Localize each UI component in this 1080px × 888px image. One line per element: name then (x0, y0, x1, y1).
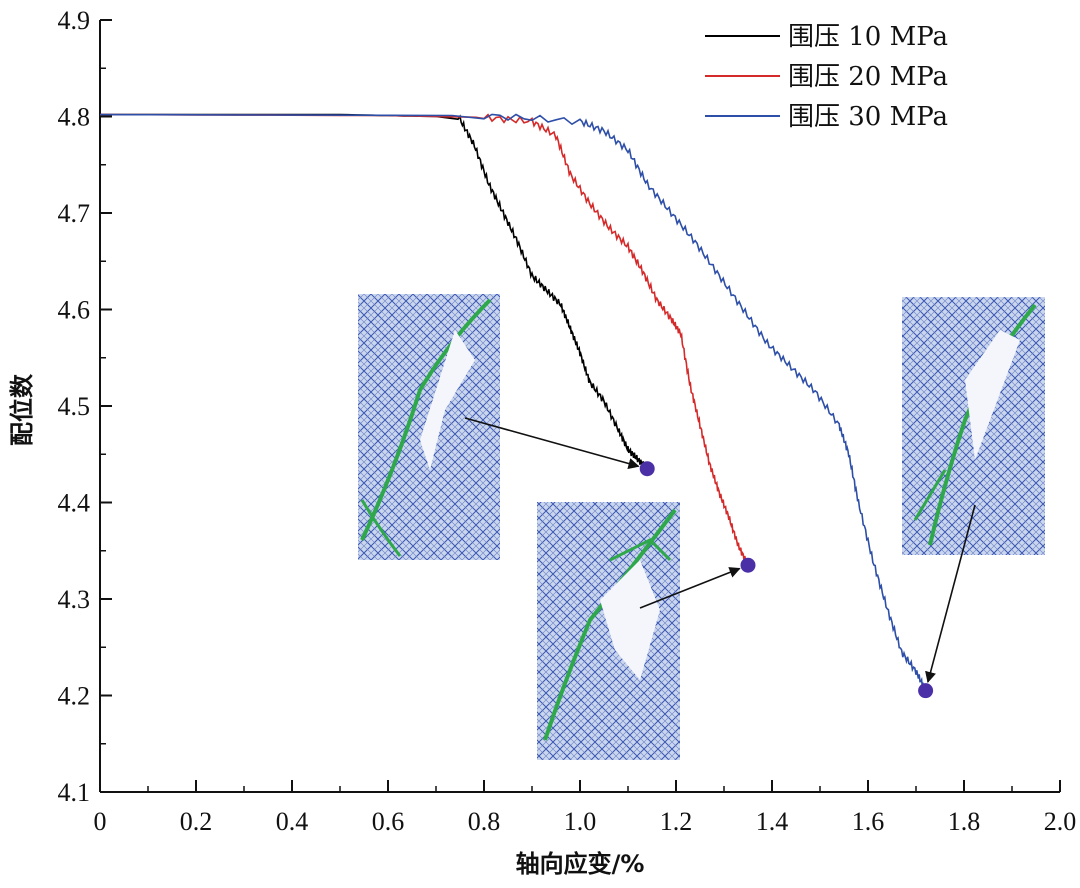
legend-label: 围压 20 MPa (788, 62, 948, 92)
end-point-marker (740, 557, 756, 573)
x-tick-label: 1.2 (660, 807, 693, 836)
y-tick-label: 4.5 (58, 392, 91, 421)
x-tick-label: 1.4 (756, 807, 789, 836)
markers-group (639, 461, 934, 699)
end-point-marker (918, 683, 934, 699)
y-tick-label: 4.6 (58, 296, 91, 325)
end-point-marker (639, 461, 655, 477)
x-tick-label: 0.2 (180, 807, 213, 836)
legend-label: 围压 10 MPa (788, 22, 948, 52)
inset-30mpa (902, 297, 1045, 555)
callout-arrow (464, 417, 640, 470)
y-tick-label: 4.8 (58, 103, 91, 132)
tick-labels: 0 0.2 0.4 0.6 0.8 1.0 1.2 1.4 1.6 1.8 2.0 4.1 4.2 4.3… (58, 6, 1077, 836)
y-tick-label: 4.1 (58, 778, 91, 807)
inset-10mpa (358, 294, 500, 560)
y-tick-label: 4.4 (58, 489, 91, 518)
series-line (99, 113, 749, 566)
inset-20mpa (537, 502, 680, 760)
x-tick-label: 0.8 (468, 807, 501, 836)
callout-arrow (639, 567, 741, 609)
insets (358, 294, 1045, 760)
series-line (99, 113, 927, 695)
x-tick-label: 2.0 (1044, 807, 1077, 836)
x-tick-label: 1.8 (948, 807, 981, 836)
y-axis-title: 配位数 (8, 373, 36, 446)
ticks (99, 19, 1061, 793)
x-tick-label: 0 (94, 807, 107, 836)
y-tick-label: 4.2 (58, 682, 91, 711)
legend-label: 围压 30 MPa (788, 102, 948, 132)
callout-arrow (925, 504, 976, 684)
y-tick-label: 4.9 (58, 6, 91, 35)
legend: 围压 10 MPa 围压 20 MPa 围压 30 MPa (705, 22, 948, 132)
x-tick-label: 0.4 (276, 807, 309, 836)
x-tick-label: 1.6 (852, 807, 885, 836)
y-tick-label: 4.7 (58, 199, 91, 228)
series-group (99, 113, 927, 695)
arrows-group (464, 417, 976, 684)
x-tick-label: 0.6 (372, 807, 405, 836)
x-axis-title: 轴向应变/% (516, 850, 645, 878)
y-tick-label: 4.3 (58, 585, 91, 614)
x-tick-label: 1.0 (564, 807, 597, 836)
